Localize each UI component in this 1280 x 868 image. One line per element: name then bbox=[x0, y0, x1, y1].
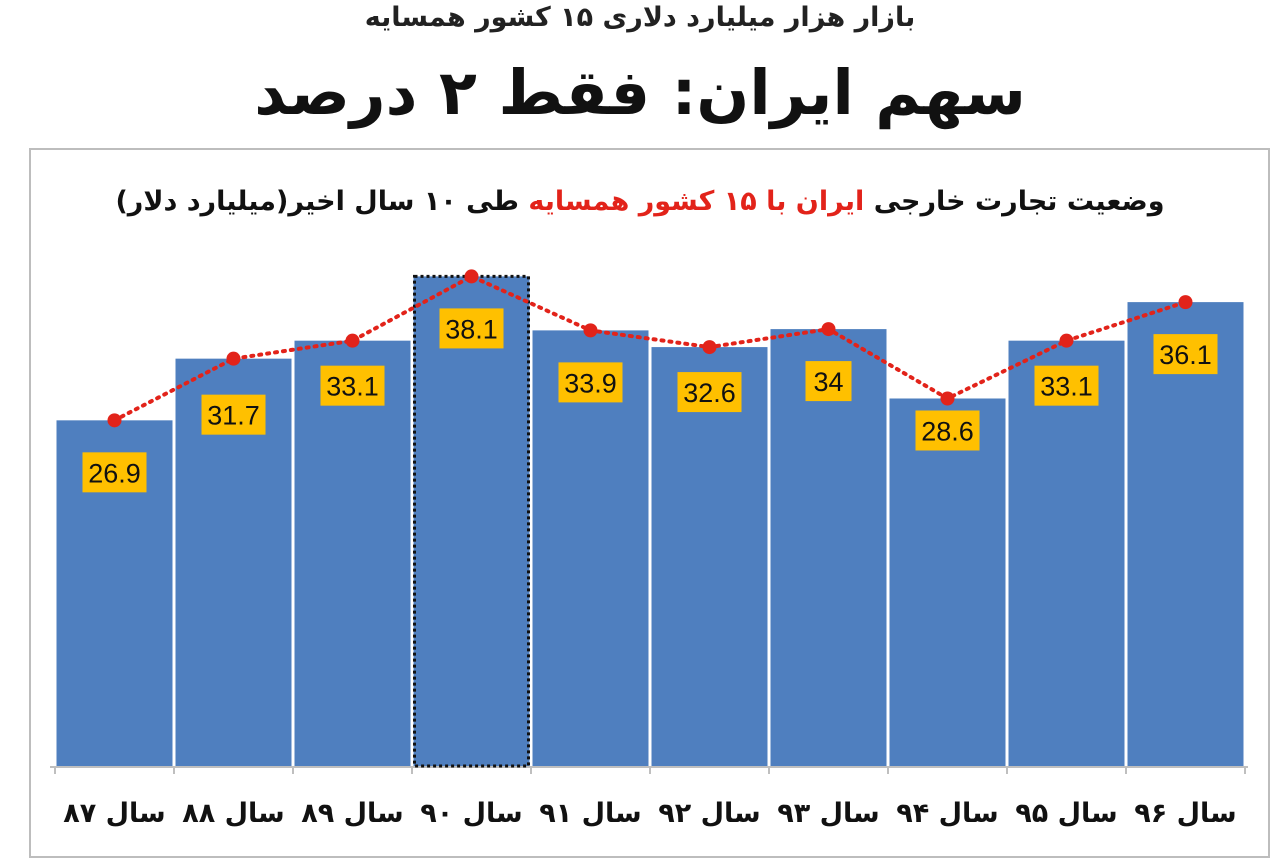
bar bbox=[651, 347, 768, 766]
data-label-box bbox=[82, 452, 147, 493]
x-tick-label: سال ۸۹ bbox=[301, 798, 404, 829]
data-label-box bbox=[201, 394, 266, 435]
x-tick-label: سال ۹۰ bbox=[420, 798, 523, 829]
bar bbox=[294, 340, 411, 766]
bar bbox=[532, 330, 649, 766]
data-label-box bbox=[1034, 365, 1099, 406]
data-label: 32.6 bbox=[683, 378, 736, 408]
trend-marker bbox=[583, 323, 598, 338]
trend-line bbox=[112, 274, 1188, 423]
data-label-box bbox=[677, 372, 742, 413]
data-label-box bbox=[915, 410, 980, 451]
kicker: بازار هزار میلیارد دلاری ۱۵ کشور همسایه bbox=[364, 2, 916, 33]
trend-marker bbox=[940, 391, 955, 406]
data-label: 33.1 bbox=[326, 372, 379, 402]
data-label: 33.9 bbox=[564, 368, 617, 398]
bar bbox=[889, 398, 1006, 766]
bar bbox=[413, 276, 530, 766]
data-label-box bbox=[805, 361, 852, 402]
trend-marker bbox=[107, 413, 122, 428]
data-label: 26.9 bbox=[88, 458, 141, 488]
trend-marker bbox=[1059, 333, 1074, 348]
bar bbox=[1127, 302, 1244, 766]
x-tick-label: سال ۹۱ bbox=[539, 798, 642, 829]
bar bbox=[1008, 340, 1125, 766]
x-tick-label: سال ۹۵ bbox=[1015, 798, 1118, 829]
data-label: 31.7 bbox=[207, 401, 260, 431]
trend-marker bbox=[226, 351, 241, 366]
data-label: 34 bbox=[813, 367, 843, 397]
data-label: 28.6 bbox=[921, 416, 974, 446]
chart-title: وضعیت تجارت خارجی ایران با ۱۵ کشور همسای… bbox=[0, 186, 1280, 217]
trend-marker bbox=[702, 340, 717, 355]
chart-title-after: طی ۱۰ سال اخیر(میلیارد دلار) bbox=[115, 186, 519, 217]
trend-marker bbox=[345, 333, 360, 348]
data-label: 36.1 bbox=[1159, 340, 1212, 370]
data-label-box bbox=[320, 365, 385, 406]
headline: سهم ایران: فقط ۲ درصد bbox=[254, 56, 1026, 129]
data-label: 33.1 bbox=[1040, 372, 1093, 402]
x-tick-label: سال ۸۸ bbox=[182, 798, 285, 829]
chart-title-before: وضعیت تجارت خارجی bbox=[873, 186, 1165, 217]
bar bbox=[770, 329, 887, 766]
x-tick-label: سال ۹۲ bbox=[658, 798, 761, 829]
trend-marker bbox=[464, 269, 479, 284]
trend-marker bbox=[821, 322, 836, 337]
data-label-box bbox=[558, 362, 623, 403]
data-label: 38.1 bbox=[445, 314, 498, 344]
data-label-box bbox=[439, 308, 504, 349]
x-tick-label: سال ۹۴ bbox=[896, 798, 999, 829]
x-tick-label: سال ۹۳ bbox=[777, 798, 880, 829]
x-tick-label: سال ۹۶ bbox=[1134, 798, 1237, 829]
chart-title-highlight: ایران با ۱۵ کشور همسایه bbox=[528, 186, 865, 217]
trend-marker bbox=[1178, 295, 1193, 310]
x-tick-label: سال ۸۷ bbox=[63, 798, 166, 829]
data-label-box bbox=[1153, 334, 1218, 375]
